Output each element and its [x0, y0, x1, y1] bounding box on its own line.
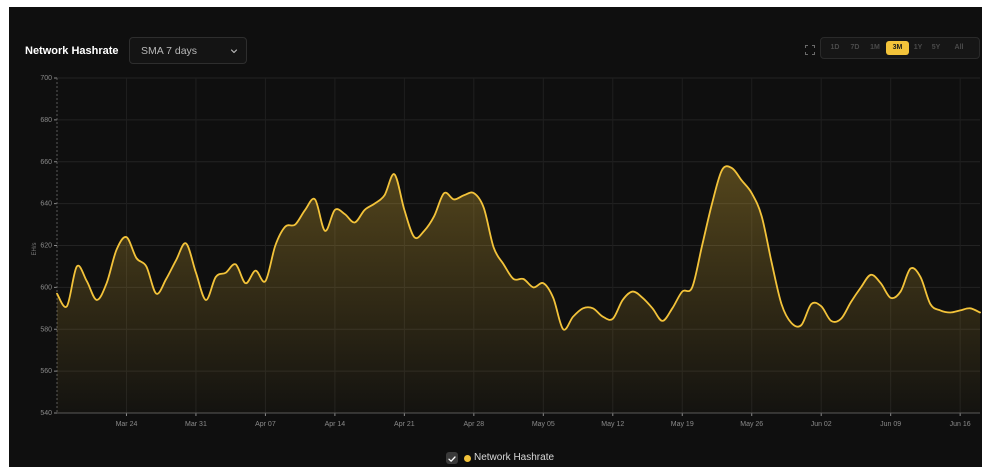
legend-checkbox[interactable]: [446, 452, 458, 464]
legend-label: Network Hashrate: [474, 452, 555, 463]
x-tick-label: Mar 31: [185, 421, 207, 428]
range-button-1y[interactable]: 1Y: [913, 44, 923, 51]
y-tick-label: 600: [40, 284, 52, 291]
x-tick-label: May 12: [601, 421, 624, 428]
x-tick-label: May 26: [740, 421, 763, 428]
x-tick-label: May 19: [671, 421, 694, 428]
chevron-down-icon: [230, 49, 238, 54]
y-axis-tick-labels: 540 560 580 600 620 640 660 680 700: [40, 75, 52, 417]
chart-panel: Network Hashrate SMA 7 days 1D 7D 1M 3M …: [9, 7, 982, 467]
range-button-1m[interactable]: 1M: [870, 44, 880, 51]
range-button-5y[interactable]: 5Y: [931, 44, 941, 51]
y-axis-label: EH/s: [32, 242, 38, 255]
legend-color-swatch: [464, 455, 471, 462]
fullscreen-icon[interactable]: [805, 45, 815, 55]
x-axis-tick-labels: Mar 24 Mar 31 Apr 07 Apr 14 Apr 21 Apr 28 May …: [116, 421, 971, 428]
time-range-selector: 1D 7D 1M 3M 1Y 5Y All: [820, 37, 980, 59]
sma-period-dropdown[interactable]: SMA 7 days: [129, 37, 247, 64]
x-tick-label: Apr 21: [394, 421, 415, 428]
series-area-fill: [57, 166, 980, 413]
checkmark-icon: [448, 456, 456, 462]
x-tick-label: Jun 02: [811, 421, 832, 428]
y-tick-label: 540: [40, 410, 52, 417]
range-button-1d[interactable]: 1D: [830, 44, 840, 51]
x-tick-label: Jun 09: [880, 421, 901, 428]
dropdown-selected-value: SMA 7 days: [141, 45, 198, 57]
x-tick-label: May 05: [532, 421, 555, 428]
y-tick-label: 700: [40, 75, 52, 82]
range-button-3m[interactable]: 3M: [886, 41, 909, 55]
y-tick-label: 640: [40, 201, 52, 208]
range-button-7d[interactable]: 7D: [850, 44, 860, 51]
x-tick-label: Jun 16: [950, 421, 971, 428]
data-points: [56, 168, 981, 330]
y-tick-label: 620: [40, 243, 52, 250]
x-tick-label: Apr 28: [464, 421, 485, 428]
x-tick-label: Mar 24: [116, 421, 138, 428]
x-tick-label: Apr 14: [325, 421, 346, 428]
hashrate-chart: 540 560 580 600 620 640 660 680 700 Mar 24 Mar 31…: [32, 75, 981, 428]
y-tick-label: 680: [40, 117, 52, 124]
x-tick-label: Apr 07: [255, 421, 276, 428]
y-tick-label: 560: [40, 368, 52, 375]
series-line: [56, 165, 981, 331]
range-button-all[interactable]: All: [954, 44, 964, 51]
y-tick-label: 660: [40, 159, 52, 166]
y-tick-label: 580: [40, 326, 52, 333]
chart-title: Network Hashrate: [25, 45, 119, 57]
